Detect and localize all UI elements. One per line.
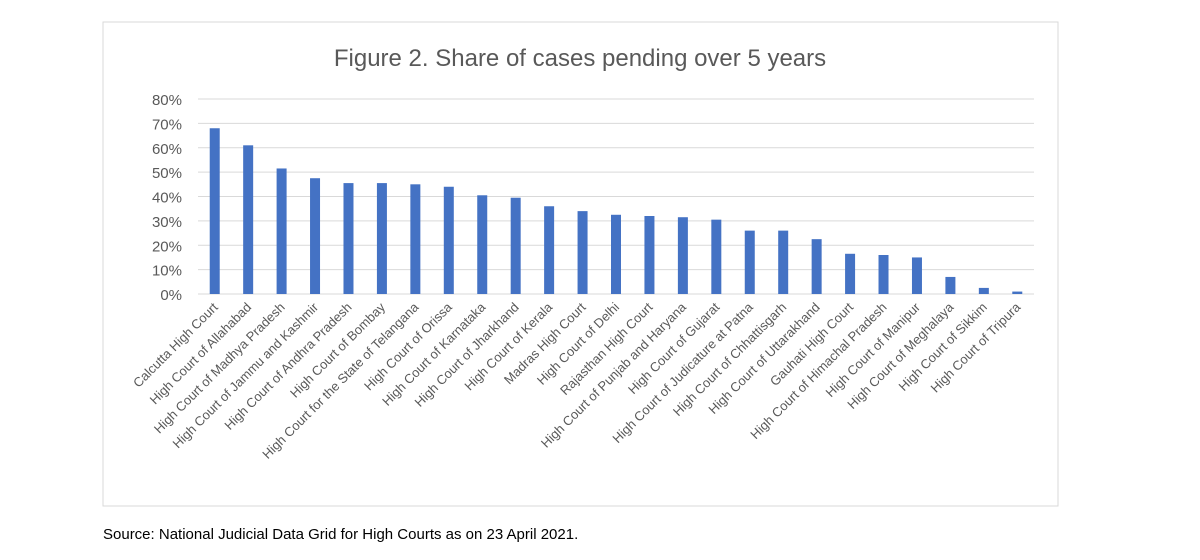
bar (711, 219, 722, 294)
bar (878, 255, 889, 294)
bar (510, 197, 521, 294)
bar (845, 253, 856, 294)
y-tick-label: 50% (152, 165, 182, 182)
y-tick-label: 70% (152, 116, 182, 133)
bar (376, 183, 387, 294)
bar (978, 287, 989, 294)
y-tick-label: 80% (152, 92, 182, 109)
bar (945, 276, 956, 294)
source-note: Source: National Judicial Data Grid for … (103, 526, 579, 543)
bar (276, 168, 287, 294)
bar (677, 217, 688, 294)
bar (911, 257, 922, 294)
bar (410, 184, 421, 294)
y-tick-label: 0% (160, 287, 182, 304)
bar (1012, 291, 1023, 294)
bar (778, 230, 789, 294)
y-tick-label: 20% (152, 238, 182, 255)
bar (443, 186, 454, 294)
bar (744, 230, 755, 294)
bar (343, 183, 354, 294)
y-tick-label: 30% (152, 214, 182, 231)
bar (310, 178, 321, 294)
bar (243, 145, 254, 294)
y-tick-label: 60% (152, 141, 182, 158)
bar (477, 195, 488, 294)
bar (811, 239, 822, 294)
chart-title: Figure 2. Share of cases pending over 5 … (334, 45, 826, 72)
bar (611, 214, 621, 294)
y-tick-label: 10% (152, 263, 182, 280)
bar (209, 128, 220, 294)
bar (577, 211, 588, 294)
bar (544, 206, 555, 294)
y-tick-label: 40% (152, 190, 182, 207)
bar (644, 216, 655, 294)
